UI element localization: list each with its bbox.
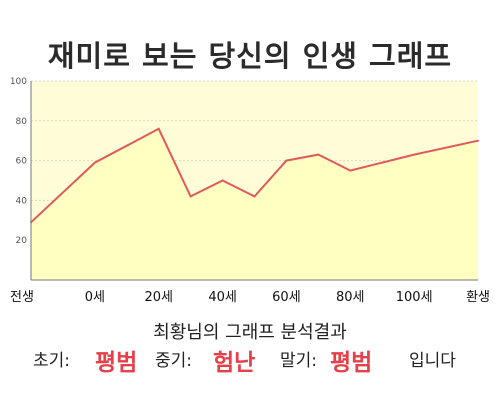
y-tick-label: 100: [10, 77, 27, 87]
x-tick-label: 60세: [272, 290, 301, 305]
x-tick-label: 20세: [144, 290, 173, 305]
x-tick-label: 40세: [208, 290, 237, 305]
life-line: [30, 127, 479, 224]
x-tick-label: 0세: [85, 290, 105, 305]
x-tick-label: 환생: [466, 290, 490, 305]
mid-label: 중기:: [155, 351, 193, 371]
y-tick-label: 20: [16, 236, 28, 246]
y-tick-label: 60: [16, 157, 28, 167]
x-tick-label: 80세: [336, 290, 365, 305]
y-tick-label: 80: [16, 117, 28, 127]
data-point: [93, 161, 96, 164]
data-point: [317, 153, 320, 156]
late-verdict: 평범: [330, 350, 373, 376]
x-tick-labels: 전생 0세 20세 40세 60세 80세 100세 환생: [10, 290, 490, 305]
y-tick-labels: 100 80 60 40 20: [10, 77, 27, 246]
mid-verdict: 험난: [213, 350, 256, 376]
y-tick-label: 40: [16, 196, 28, 206]
data-point: [157, 127, 160, 130]
ending-text: 입니다: [409, 351, 456, 371]
data-point: [349, 169, 352, 172]
data-point: [477, 139, 479, 142]
late-label: 말기:: [280, 351, 318, 371]
analysis-heading: 최황님의 그래프 분석결과: [153, 322, 347, 343]
early-label: 초기:: [33, 351, 71, 371]
early-verdict: 평범: [95, 350, 138, 376]
x-tick-label: 100세: [396, 290, 433, 305]
data-point: [413, 153, 416, 156]
data-point: [381, 161, 384, 164]
chart-title: 재미로 보는 당신의 인생 그래프: [47, 39, 453, 73]
x-tick-label: 전생: [10, 290, 34, 305]
data-point: [253, 195, 256, 198]
data-point: [189, 195, 192, 198]
data-point: [285, 159, 288, 162]
data-point: [221, 179, 224, 182]
